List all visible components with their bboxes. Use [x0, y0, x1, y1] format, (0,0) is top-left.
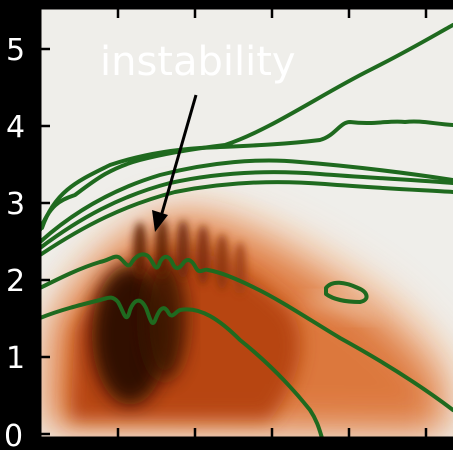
y-tick-label: 3 [6, 187, 25, 222]
instability-label: instability [100, 39, 296, 85]
x-axis-top-ticks [116, 8, 428, 18]
y-axis-ticks [40, 47, 50, 436]
y-tick-label: 0 [4, 419, 23, 450]
y-tick-label: 2 [6, 264, 25, 299]
contours [40, 23, 453, 438]
y-tick-label: 4 [6, 110, 25, 145]
y-tick-label: 5 [6, 33, 25, 68]
heatmap [42, 203, 453, 430]
y-tick-label: 1 [6, 341, 25, 376]
x-axis-bottom-ticks [116, 428, 428, 438]
y-tick-labels: 0 1 2 3 4 5 [4, 33, 25, 450]
instability-arrow [152, 94, 198, 232]
axes-frame [38, 6, 453, 440]
